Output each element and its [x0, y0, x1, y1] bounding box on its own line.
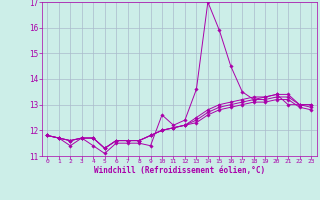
X-axis label: Windchill (Refroidissement éolien,°C): Windchill (Refroidissement éolien,°C) [94, 166, 265, 175]
